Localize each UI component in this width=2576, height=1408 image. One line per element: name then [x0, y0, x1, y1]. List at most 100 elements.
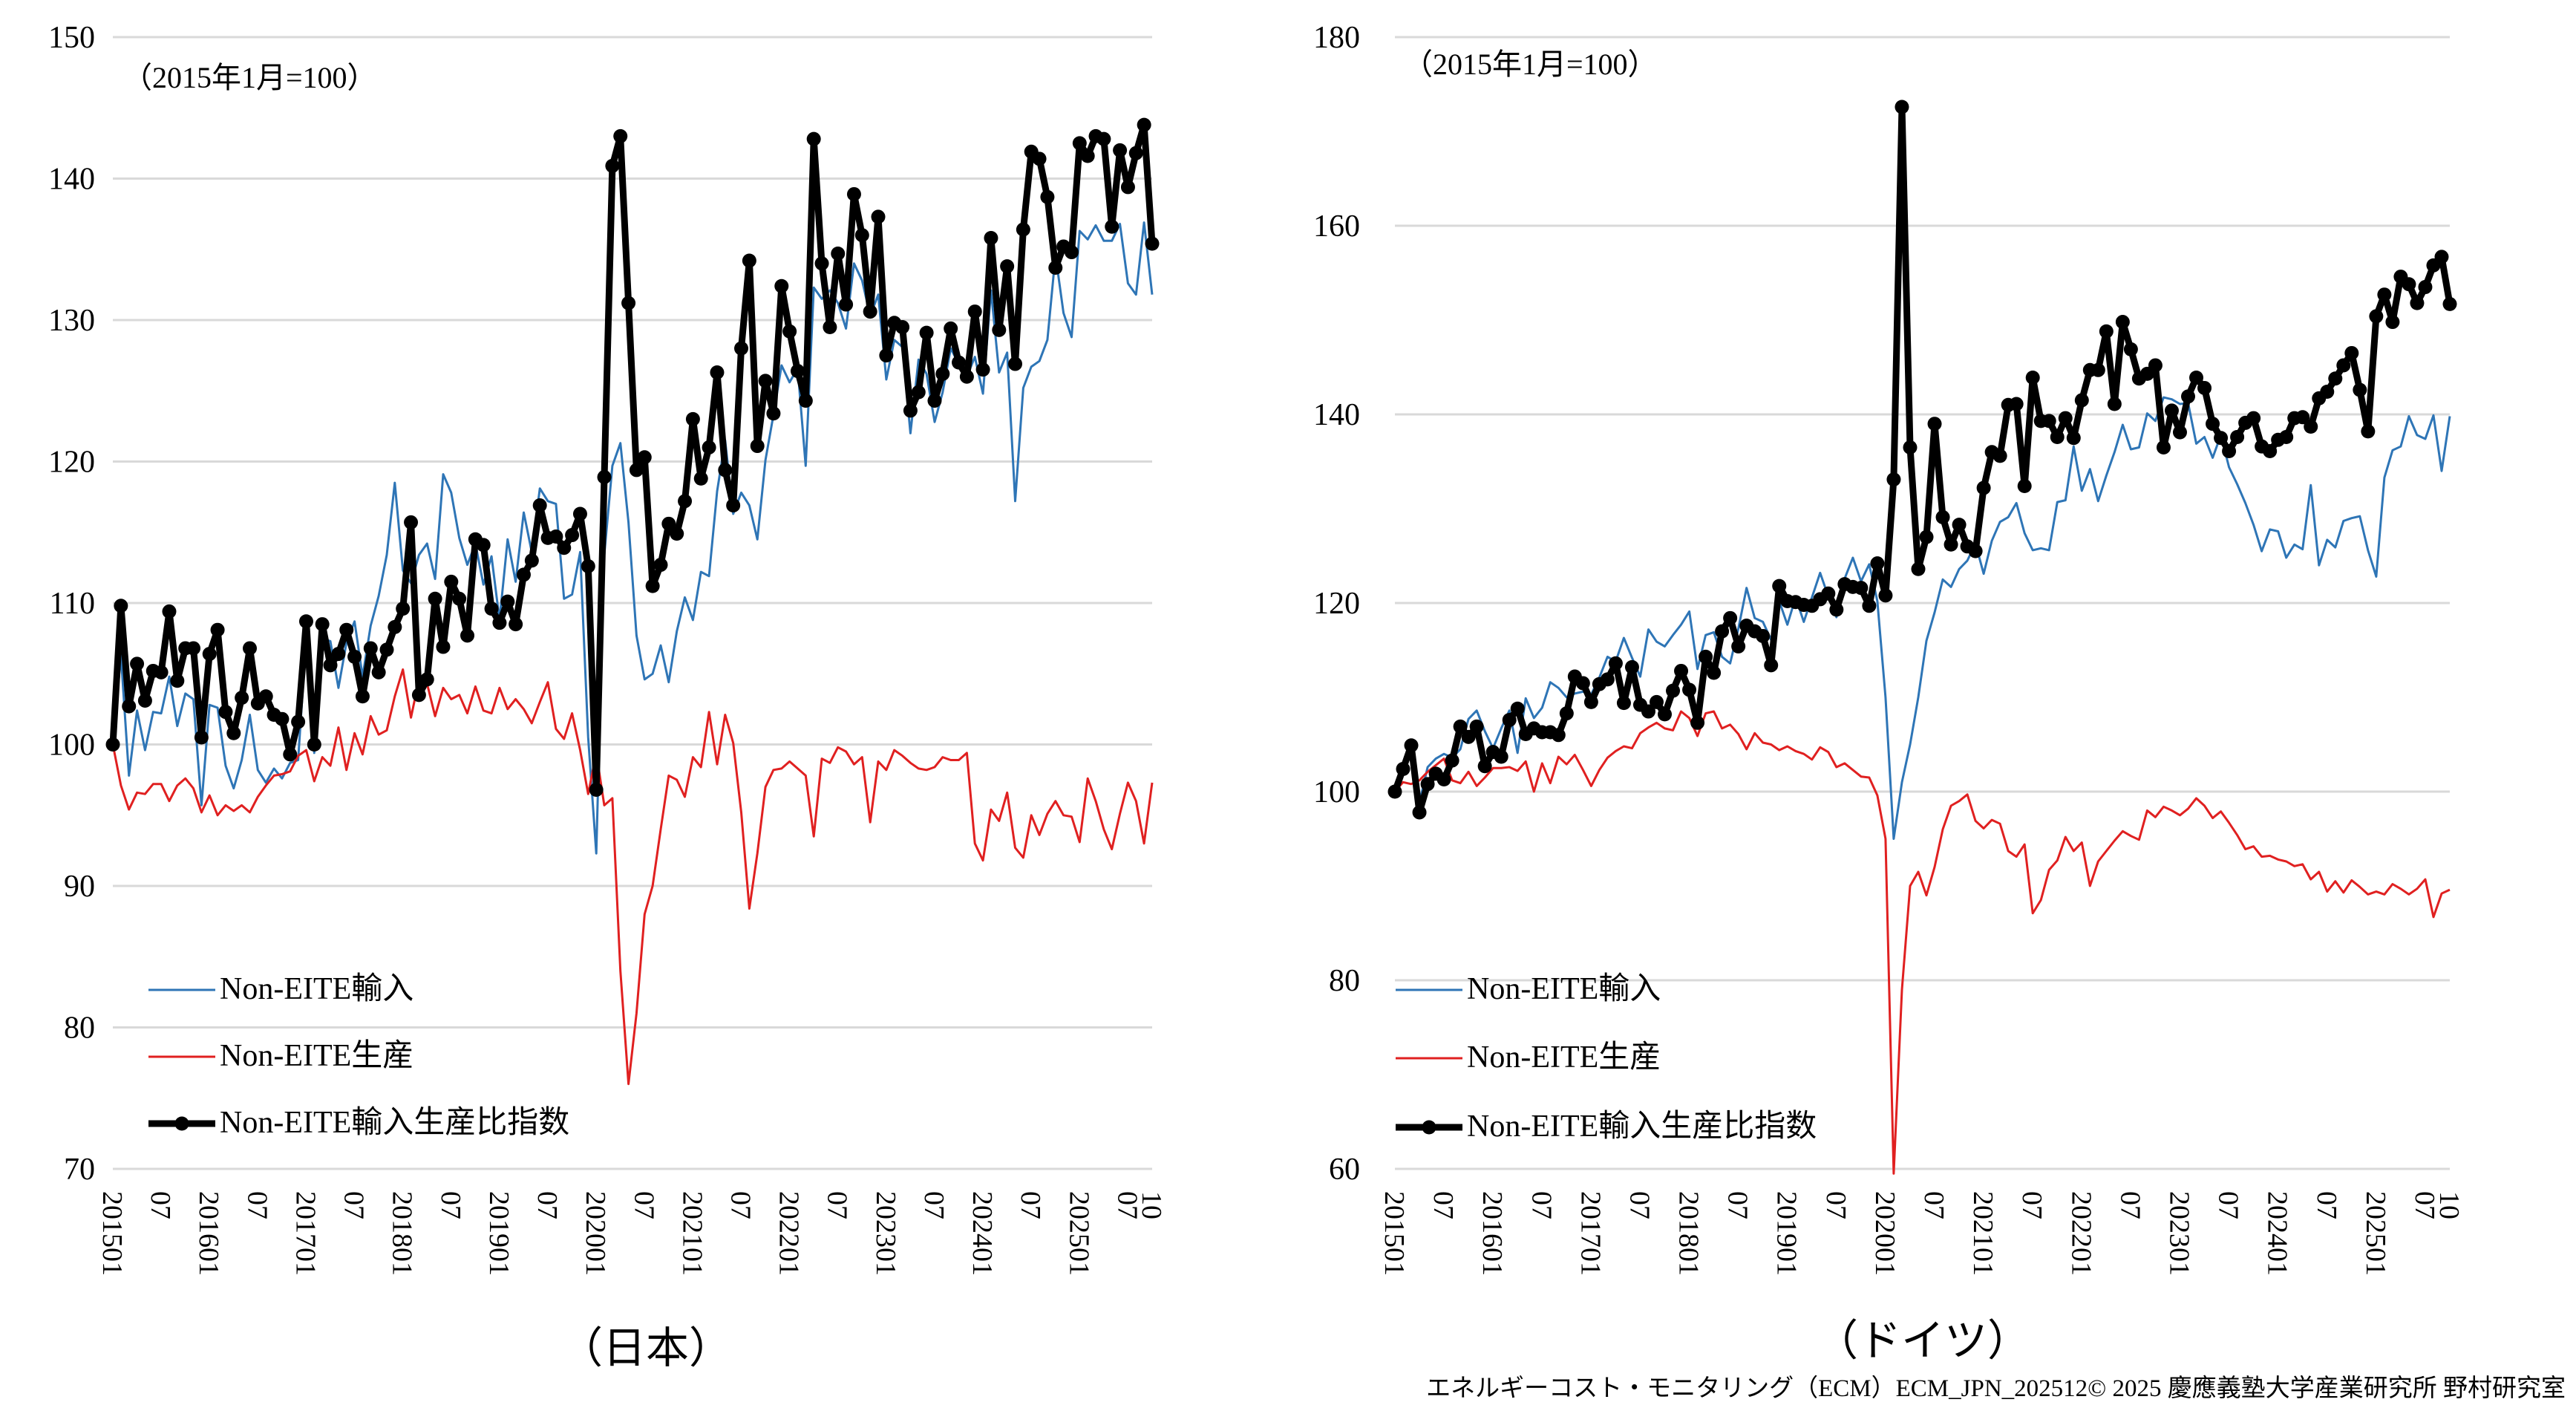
- data-point: [952, 355, 967, 370]
- data-point: [839, 297, 854, 312]
- data-point: [1895, 100, 1909, 114]
- x-tick-label: 07: [2311, 1191, 2342, 1219]
- data-point: [2222, 444, 2237, 459]
- data-point: [2304, 420, 2318, 434]
- data-point: [404, 515, 419, 529]
- data-point: [1723, 610, 1738, 625]
- y-tick-label: 80: [64, 1011, 95, 1046]
- x-tick-label: 07: [145, 1191, 176, 1219]
- data-point: [436, 639, 451, 654]
- data-point: [742, 253, 756, 268]
- japan-y-axis-labels: 70 80 90 100 110 120 130 140 150: [48, 21, 95, 1187]
- y-tick-label: 160: [1313, 209, 1360, 244]
- y-tick-label: 180: [1313, 21, 1360, 55]
- data-point: [339, 622, 354, 637]
- data-point: [1772, 578, 1787, 593]
- data-point: [363, 641, 378, 656]
- data-point: [661, 516, 676, 531]
- data-point: [1096, 131, 1111, 146]
- data-point: [854, 228, 869, 243]
- x-tick-label: 202001: [1869, 1191, 1900, 1276]
- data-point: [2041, 414, 2056, 428]
- data-point: [476, 538, 491, 553]
- x-tick-label: 07: [2409, 1191, 2440, 1219]
- x-tick-label: 07: [339, 1191, 370, 1219]
- data-point: [1756, 628, 1771, 643]
- data-point: [484, 602, 499, 616]
- data-point: [2442, 296, 2457, 311]
- data-point: [452, 591, 467, 606]
- japan-series: [105, 117, 1160, 1086]
- data-point: [1919, 529, 1934, 544]
- data-point: [1000, 259, 1015, 274]
- legend-label: Non-EITE生産: [1467, 1040, 1661, 1075]
- x-tick-label: 07: [1015, 1191, 1046, 1219]
- data-point: [2353, 382, 2367, 397]
- data-point: [2172, 425, 2187, 440]
- data-point: [323, 658, 338, 673]
- data-point: [105, 737, 120, 752]
- data-point: [524, 553, 539, 568]
- x-tick-label: 10: [2433, 1191, 2465, 1219]
- y-tick-label: 110: [50, 587, 95, 621]
- data-point: [726, 498, 741, 513]
- series-line-production: [1393, 710, 2451, 1175]
- data-point: [1072, 136, 1087, 151]
- data-point: [967, 304, 982, 319]
- data-point: [122, 699, 137, 714]
- legend-item-ratio: Non-EITE輸入生産比指数: [1396, 1109, 1817, 1144]
- x-tick-label: 07: [822, 1191, 853, 1219]
- data-point: [2263, 444, 2278, 459]
- data-point: [1016, 222, 1030, 237]
- x-tick-label: 07: [1111, 1191, 1142, 1219]
- data-point: [235, 691, 249, 705]
- data-point: [186, 641, 201, 656]
- data-point: [670, 527, 684, 541]
- japan-chart: 70 80 90 100 110 120 130 140 150 201501 07 201601 0…: [48, 21, 1167, 1372]
- data-point: [509, 617, 523, 632]
- data-point: [2246, 411, 2261, 426]
- x-tick-label: 07: [1722, 1191, 1753, 1219]
- data-point: [2230, 429, 2245, 444]
- data-point: [597, 469, 612, 484]
- data-point: [2197, 380, 2212, 395]
- germany-legend: Non-EITE輸入 Non-EITE生産 Non-EITE輸入生産比指数: [1396, 972, 1817, 1144]
- legend-label: Non-EITE輸入: [220, 972, 413, 1006]
- x-tick-label: 202001: [580, 1191, 611, 1276]
- legend-item-import: Non-EITE輸入: [1396, 972, 1661, 1006]
- x-tick-label: 202301: [2163, 1191, 2194, 1276]
- data-point: [1993, 449, 2007, 463]
- data-point: [2107, 397, 2122, 411]
- y-tick-label: 80: [1329, 964, 1360, 998]
- data-point: [605, 158, 620, 173]
- x-tick-label: 07: [918, 1191, 949, 1219]
- data-point: [1911, 561, 1926, 576]
- data-point: [2385, 315, 2400, 330]
- data-point: [428, 591, 442, 606]
- x-tick-label: 201901: [1771, 1191, 1802, 1276]
- x-tick-label: 10: [1136, 1191, 1167, 1219]
- germany-chart: 60 80 100 120 140 160 180 201501 07 201601 07 2017…: [1313, 21, 2465, 1365]
- data-point: [589, 782, 604, 797]
- x-tick-label: 07: [628, 1191, 659, 1219]
- y-tick-label: 120: [1313, 587, 1360, 621]
- x-tick-label: 07: [2016, 1191, 2047, 1219]
- data-point: [1935, 509, 1950, 524]
- data-point: [1658, 707, 1673, 722]
- data-point: [2206, 417, 2220, 431]
- data-point: [1137, 117, 1151, 132]
- data-point: [1113, 143, 1128, 157]
- data-point: [645, 578, 660, 593]
- data-point: [210, 622, 225, 637]
- data-point: [2410, 296, 2425, 310]
- data-point: [1976, 480, 1991, 495]
- data-point: [565, 528, 580, 543]
- data-point: [298, 614, 313, 629]
- data-point: [1120, 180, 1135, 195]
- y-tick-label: 140: [1313, 398, 1360, 432]
- data-point: [2050, 429, 2065, 444]
- data-point: [693, 471, 708, 486]
- legend-item-production: Non-EITE生産: [1396, 1040, 1661, 1075]
- data-point: [1886, 472, 1901, 487]
- data-point: [1829, 602, 1844, 617]
